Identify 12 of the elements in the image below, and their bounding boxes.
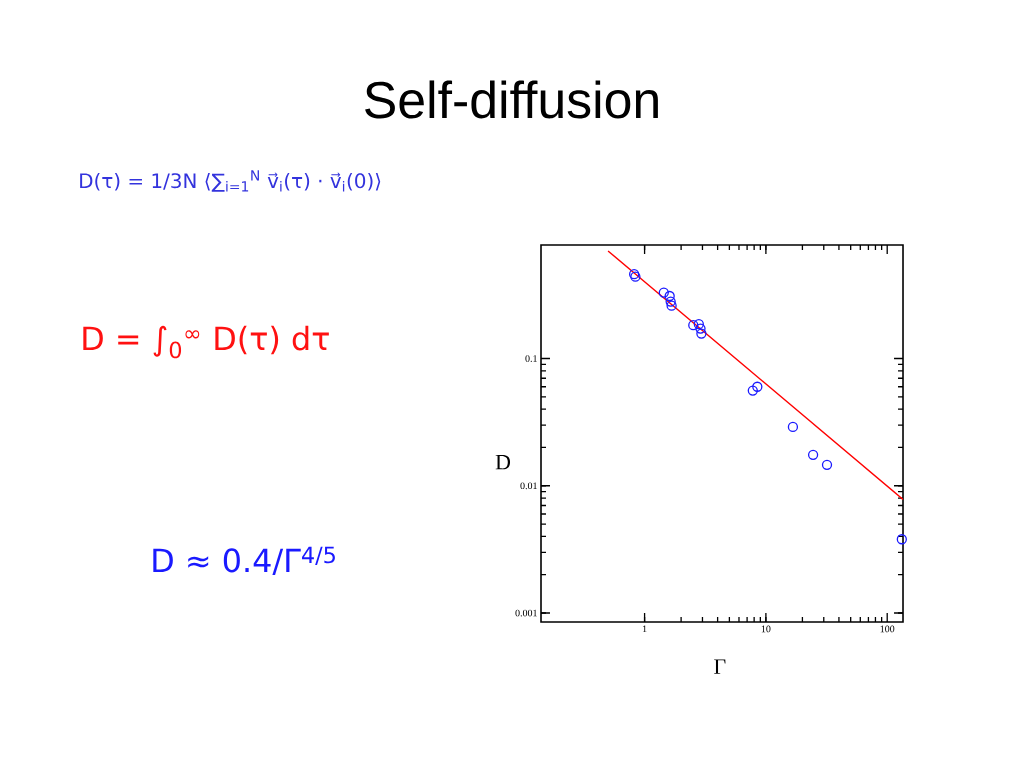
x-tick-label: 100	[880, 625, 895, 633]
y-tick-label: 0.001	[515, 609, 537, 617]
y-tick-label: 0.1	[525, 355, 537, 362]
x-tick-label: 1	[642, 625, 647, 633]
chart-title: Self-diffusion	[365, 80, 658, 119]
y-axis-title: D	[495, 454, 511, 470]
y-tick-label: 0.01	[520, 482, 537, 490]
text: D = ∫$_{0}$$^{∞}$ D(τ) dτ	[83, 325, 329, 359]
x-axis-title: Γ	[714, 659, 726, 674]
x-tick-label: 10	[761, 625, 771, 633]
text: D(τ) = 1/3N ⟨∑$_{i=1}$$^{N}$ v⃗$_{i}$(τ) · v⃗$_{i}$(0)⟩	[80, 170, 381, 192]
text: D ≈ 0.4/Γ$^{4/5}$	[153, 546, 335, 575]
